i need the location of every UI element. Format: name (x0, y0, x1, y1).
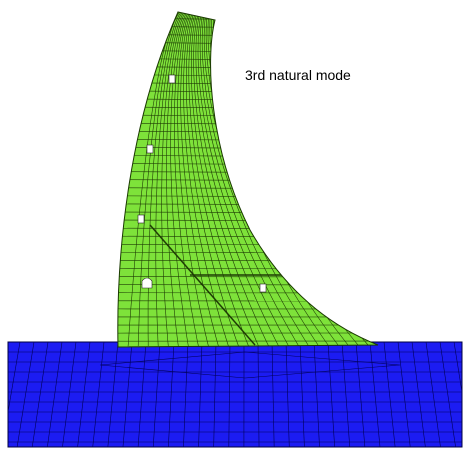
figure: 3rd natural mode (0, 0, 465, 452)
mesh-line (100, 99, 400, 101)
mesh-line (100, 18, 400, 21)
mesh-line (100, 26, 400, 29)
mesh-line (100, 50, 400, 53)
foundation (8, 342, 462, 447)
mesh-line (100, 34, 400, 37)
opening (260, 284, 266, 292)
mesh-line (100, 42, 400, 45)
dam (118, 12, 378, 347)
mesh-line (100, 91, 400, 93)
opening (142, 278, 152, 288)
opening (147, 145, 153, 153)
opening (169, 75, 175, 83)
opening (138, 215, 144, 223)
mesh-line (100, 58, 400, 61)
mode-label: 3rd natural mode (245, 67, 351, 83)
